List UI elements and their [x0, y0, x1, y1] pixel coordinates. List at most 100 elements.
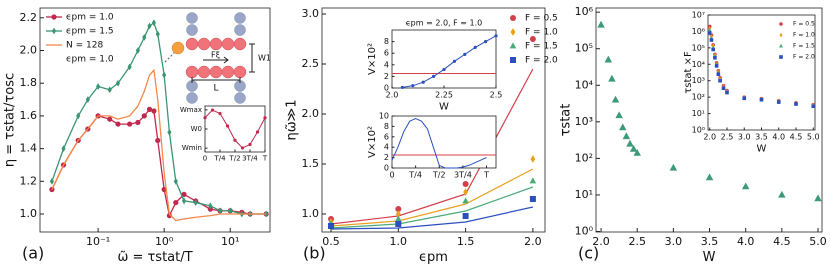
- legend-label: F = 0.5: [525, 14, 558, 24]
- marker: [228, 207, 233, 215]
- marker: [721, 86, 726, 91]
- marker: [778, 190, 786, 198]
- marker: [742, 96, 747, 101]
- x-tick-label: 1.5: [457, 235, 475, 248]
- x-axis-label: W: [757, 143, 767, 154]
- legend-label: N = 128: [66, 41, 103, 51]
- x-axis-label: W: [703, 250, 716, 265]
- legend-label: ϵpm = 1.0: [66, 55, 114, 65]
- y-tick-label: 10³: [692, 76, 705, 85]
- marker: [135, 119, 141, 126]
- y-axis-label: ηω̃≫1: [285, 99, 300, 140]
- y-tick-label: 10²: [692, 93, 705, 102]
- x-tick-label: 3T/4: [242, 154, 258, 162]
- marker: [462, 181, 469, 187]
- width-label: W1: [258, 54, 271, 63]
- marker: [776, 100, 781, 104]
- x-tick-label: 0: [203, 154, 207, 162]
- y-tick-label: 1.8: [20, 76, 38, 89]
- marker: [240, 146, 245, 150]
- marker: [107, 116, 113, 122]
- y-axis-label: τstat: [559, 104, 574, 137]
- marker: [452, 59, 456, 63]
- y-tick-label: 10⁵: [575, 42, 593, 55]
- x-tick-label: 10⁻¹: [86, 235, 110, 248]
- marker: [713, 55, 717, 60]
- x-tick-label: 10¹: [221, 235, 239, 248]
- panel-label: (b): [303, 244, 326, 263]
- legend-marker: [779, 22, 783, 26]
- marker: [85, 96, 90, 103]
- fit-line: [330, 168, 534, 227]
- marker: [622, 132, 631, 140]
- y-tick-label: 10³: [575, 115, 593, 128]
- y-tick-label: 10⁷: [692, 11, 705, 20]
- marker: [473, 45, 477, 50]
- marker: [529, 177, 537, 184]
- x-tick-label: 3.5: [701, 235, 719, 248]
- y-tick-label: 10⁶: [692, 27, 705, 36]
- marker: [619, 123, 627, 131]
- x-tick-label: 10⁰: [155, 235, 174, 248]
- marker: [96, 83, 101, 90]
- length-label: L: [213, 84, 218, 94]
- marker: [604, 55, 613, 63]
- x-tick-label: 3.5: [755, 133, 768, 142]
- marker: [76, 112, 81, 120]
- legend-marker: [779, 32, 783, 38]
- marker: [155, 30, 160, 38]
- y-tick-label: 1.4: [20, 142, 38, 155]
- marker: [811, 104, 816, 109]
- plot-area: [204, 105, 266, 153]
- x-axis-label: ϵpm: [419, 250, 448, 265]
- plot-area: [391, 115, 497, 169]
- x-axis-label: ω̃ = τstat/T: [117, 250, 192, 265]
- line: [391, 118, 487, 169]
- legend-marker: [510, 28, 516, 36]
- marker: [597, 20, 605, 28]
- marker: [203, 116, 207, 120]
- marker: [162, 71, 167, 79]
- legend-marker: [509, 42, 517, 49]
- y-axis-label: τstat ×F: [683, 51, 694, 94]
- legend-label: ϵpm = 1.5: [66, 27, 114, 37]
- x-tick-label: 3.0: [738, 133, 751, 142]
- marker: [217, 207, 223, 215]
- chain-diagram: Fξ L W1: [164, 12, 271, 104]
- legend-label: ϵpm = 1.0: [66, 13, 114, 23]
- legend-marker: [51, 14, 57, 20]
- x-tick-label: 1.0: [390, 235, 408, 248]
- marker: [151, 19, 157, 27]
- x-axis-label: W: [439, 101, 449, 112]
- marker: [248, 142, 252, 147]
- legend-label: F = 0.5: [793, 21, 815, 28]
- y-tick-label: 3.0: [302, 7, 320, 20]
- marker: [463, 188, 468, 196]
- y-tick-label: 10¹: [575, 188, 593, 201]
- inset-chart: 0 T/4 T/2 3T/4 T Wmax W0 Wmin: [180, 105, 268, 162]
- marker: [255, 130, 260, 134]
- marker: [166, 213, 172, 219]
- y-tick-label: 10: [379, 112, 389, 121]
- chart-title: ϵpm = 2.0, F = 1.0: [406, 19, 483, 28]
- marker: [173, 199, 179, 206]
- y-tick-label: 0: [384, 164, 389, 173]
- legend-marker: [510, 15, 516, 21]
- marker: [115, 79, 121, 87]
- x-tick-label: 2.5: [628, 235, 646, 248]
- x-tick-label: T/4: [213, 154, 226, 162]
- marker: [462, 213, 469, 219]
- x-tick-label: T/2: [432, 171, 446, 180]
- marker: [462, 197, 469, 204]
- x-tick-label: T/4: [408, 171, 422, 180]
- x-tick-label: 2.0: [592, 235, 610, 248]
- line: [51, 68, 267, 222]
- marker: [611, 95, 620, 103]
- marker: [615, 111, 623, 119]
- legend-label: F = 1.0: [525, 28, 558, 38]
- legend-label: F = 2.0: [525, 56, 558, 66]
- legend-label: F = 1.5: [525, 42, 558, 52]
- marker: [395, 210, 401, 218]
